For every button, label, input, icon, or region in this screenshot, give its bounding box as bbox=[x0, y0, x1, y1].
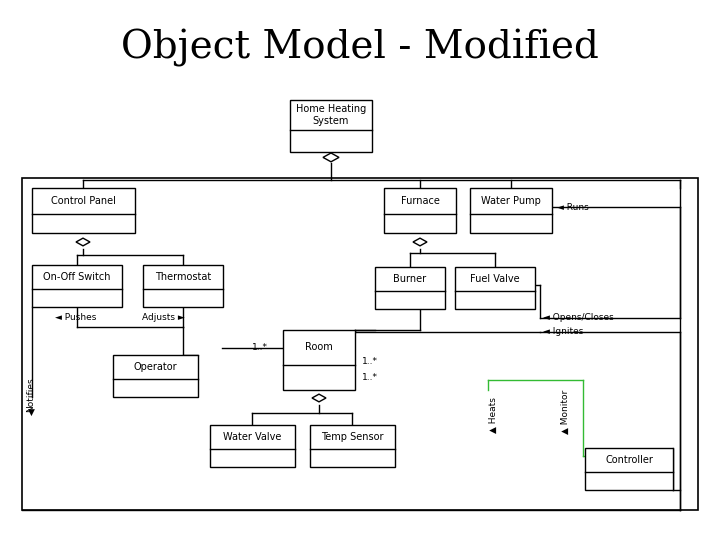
Text: ▼: ▼ bbox=[27, 408, 35, 416]
Text: Adjusts ►: Adjusts ► bbox=[143, 313, 185, 321]
Bar bbox=[455, 267, 535, 309]
Bar bbox=[585, 448, 673, 490]
Text: Operator: Operator bbox=[134, 362, 177, 372]
Bar bbox=[310, 425, 395, 467]
Bar bbox=[22, 178, 698, 510]
Text: Object Model - Modified: Object Model - Modified bbox=[121, 29, 599, 67]
Text: Furnace: Furnace bbox=[400, 196, 439, 206]
Text: Temp Sensor: Temp Sensor bbox=[321, 432, 384, 442]
Text: ▲ Heats: ▲ Heats bbox=[488, 397, 498, 433]
Bar bbox=[470, 188, 552, 233]
Bar bbox=[375, 267, 445, 309]
Text: Notifies: Notifies bbox=[27, 377, 35, 413]
Text: 1..*: 1..* bbox=[362, 374, 378, 382]
Text: Water Valve: Water Valve bbox=[223, 432, 282, 442]
Text: ▲ Monitor: ▲ Monitor bbox=[560, 390, 570, 434]
Text: Burner: Burner bbox=[393, 274, 426, 284]
Text: Water Pump: Water Pump bbox=[481, 196, 541, 206]
Text: ◄ Pushes: ◄ Pushes bbox=[55, 313, 96, 321]
Text: 1..*: 1..* bbox=[362, 357, 378, 367]
Bar bbox=[32, 188, 135, 233]
Text: Home Heating
System: Home Heating System bbox=[296, 104, 366, 126]
Text: Controller: Controller bbox=[605, 455, 653, 465]
Bar bbox=[283, 330, 355, 390]
Bar bbox=[210, 425, 295, 467]
Bar bbox=[113, 355, 198, 397]
Text: ◄ Ignites: ◄ Ignites bbox=[543, 327, 583, 336]
Bar bbox=[384, 188, 456, 233]
Bar bbox=[143, 265, 223, 307]
Text: Fuel Valve: Fuel Valve bbox=[470, 274, 520, 284]
Text: 1..*: 1..* bbox=[252, 343, 268, 353]
Bar bbox=[32, 265, 122, 307]
Text: ◄ Runs: ◄ Runs bbox=[557, 202, 589, 212]
Text: Control Panel: Control Panel bbox=[51, 196, 116, 206]
Text: Room: Room bbox=[305, 342, 333, 353]
Text: ◄ Opens/Closes: ◄ Opens/Closes bbox=[543, 314, 613, 322]
Bar bbox=[290, 100, 372, 152]
Text: On-Off Switch: On-Off Switch bbox=[43, 272, 111, 282]
Text: Thermostat: Thermostat bbox=[155, 272, 211, 282]
